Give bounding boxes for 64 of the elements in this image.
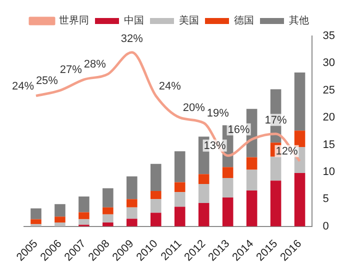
bar [150, 212, 162, 226]
bar [222, 178, 234, 198]
legend-label: 美国 [179, 14, 199, 27]
line-series [34, 51, 302, 162]
bar [30, 219, 42, 224]
bar [102, 207, 114, 214]
data-label: 13% [204, 140, 226, 152]
legend-label: 中国 [124, 14, 144, 27]
y-tick-label: 20 [322, 112, 336, 124]
bar [174, 192, 186, 207]
bar [174, 151, 186, 182]
bar [126, 199, 138, 208]
bar [102, 188, 114, 208]
bar [246, 170, 258, 190]
bar [102, 214, 114, 223]
bar [246, 157, 258, 170]
bar [126, 207, 138, 219]
bar [126, 218, 138, 226]
bar [222, 198, 234, 226]
y-tick-label: 30 [322, 57, 336, 70]
data-label: 24% [12, 80, 34, 92]
data-label: 20% [182, 102, 206, 114]
y-tick-label: 5 [322, 193, 329, 206]
legend-label: 其他 [289, 14, 309, 27]
data-label: 25% [36, 74, 58, 87]
bar [150, 199, 162, 213]
bar [126, 176, 138, 200]
bar [150, 164, 162, 192]
data-label: 27% [60, 64, 82, 76]
y-tick-label: 10 [322, 166, 336, 178]
bar [30, 208, 42, 220]
data-label: 12% [276, 146, 298, 158]
y-tick-label: 15 [322, 138, 336, 151]
bar [198, 174, 210, 184]
legend-label: 世界同 [59, 14, 89, 27]
bar [78, 212, 90, 220]
bar [198, 202, 210, 226]
y-tick-label: 0 [322, 220, 329, 232]
bar [222, 167, 234, 178]
data-label: 19% [206, 108, 230, 120]
bar [102, 222, 114, 226]
bar [174, 206, 186, 226]
bar [78, 219, 90, 225]
y-tick-label: 25 [322, 84, 336, 96]
data-label: 16% [228, 124, 250, 136]
bar [198, 184, 210, 203]
bar [270, 180, 282, 226]
bar [54, 204, 66, 217]
legend-label: 德国 [234, 16, 254, 27]
bar [54, 222, 66, 226]
y-tick-label: 35 [322, 30, 336, 42]
bar [78, 196, 90, 212]
bar [270, 156, 282, 181]
data-label: 24% [158, 80, 182, 92]
data-label: 32% [120, 32, 144, 45]
data-label: 17% [264, 114, 288, 126]
bar [294, 173, 306, 226]
data-label: 28% [84, 58, 106, 71]
bar [246, 190, 258, 226]
bar [150, 191, 162, 200]
bar [174, 182, 186, 192]
bar [294, 130, 306, 147]
bar [54, 216, 66, 223]
bar [294, 72, 306, 131]
